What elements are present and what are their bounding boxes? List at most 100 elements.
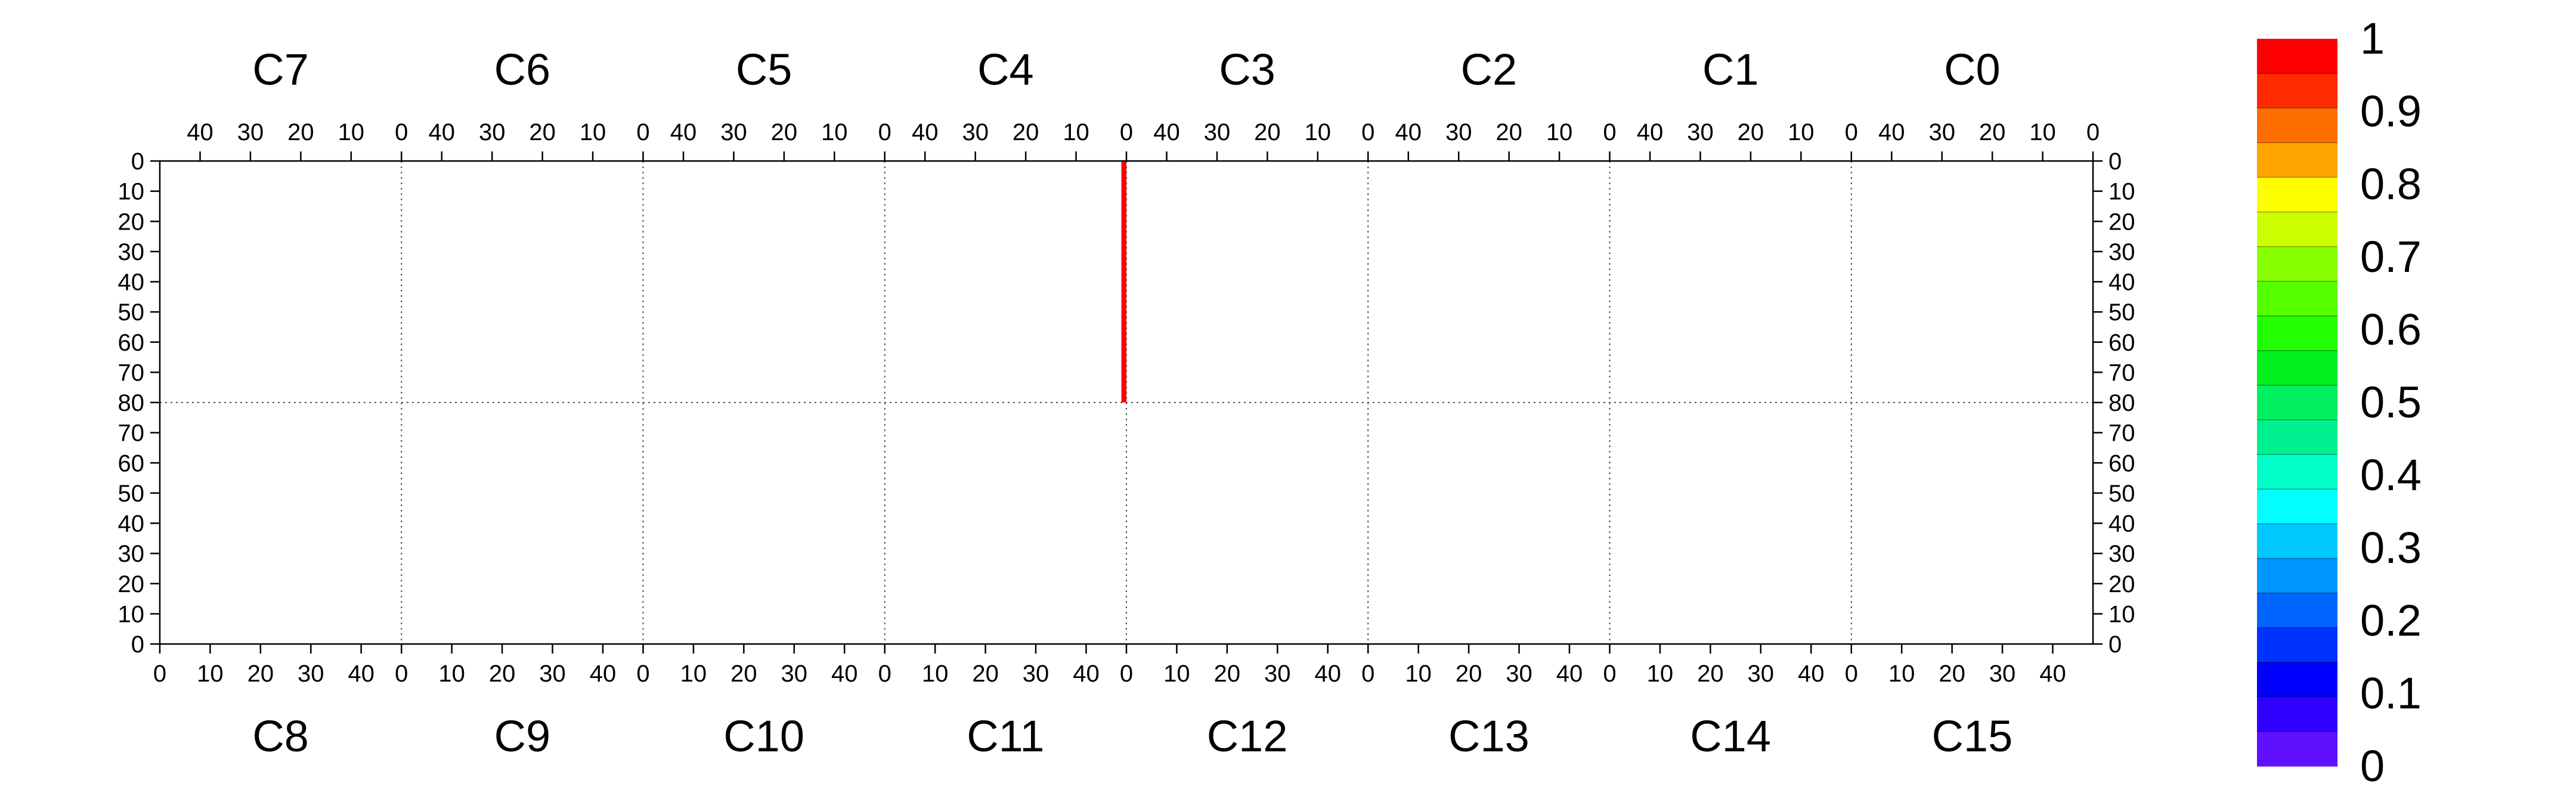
y-tick-label-left: 50 [118,299,145,326]
y-tick-label-left: 20 [118,209,145,235]
x-tick-label-top: 10 [580,119,606,145]
x-tick-label-bottom: 20 [489,661,516,687]
x-tick-label-top: 20 [1738,119,1764,145]
x-tick-label-top: 40 [1395,119,1422,145]
x-tick-label-top: 20 [771,119,798,145]
x-tick-label-top: 0 [1603,119,1616,145]
x-tick-label-top: 20 [1254,119,1281,145]
colorbar-label: 1 [2360,14,2385,63]
x-tick-label-top: 30 [1204,119,1231,145]
x-tick-label-top: 30 [962,119,989,145]
axis-labels: 40 30 20 10 0 C7 40 30 20 10 0 C6 40 30 20 10 0 C5 40 30 20 1… [118,45,2135,761]
x-tick-label-bottom: 10 [1647,661,1674,687]
panel-label-top: C0 [1944,45,2001,94]
x-tick-label-bottom: 0 [395,661,408,687]
x-tick-label-top: 30 [1687,119,1714,145]
x-tick-label-bottom: 0 [1603,661,1616,687]
axis-ticks [150,151,2103,654]
x-tick-label-bottom: 40 [1556,661,1583,687]
x-tick-label-bottom: 20 [730,661,757,687]
panel-label-top: C7 [252,45,309,94]
x-tick-label-top: 10 [2029,119,2056,145]
panel-label-bottom: C8 [252,711,309,761]
y-tick-label-left: 0 [131,631,144,658]
colorbar-segment [2257,385,2337,420]
x-tick-label-top: 0 [878,119,891,145]
data-cell [1121,161,1126,402]
panel-label-top: C4 [977,45,1034,94]
x-tick-label-bottom: 20 [1939,661,1965,687]
colorbar-segment [2257,143,2337,178]
panel-label-top: C1 [1702,45,1759,94]
y-tick-label-left: 40 [118,270,145,296]
x-tick-label-bottom: 40 [590,661,617,687]
colorbar-segment [2257,489,2337,524]
panel-label-bottom: C12 [1207,711,1288,761]
colorbar-segment [2257,454,2337,490]
x-tick-label-top: 20 [1979,119,2006,145]
x-tick-label-bottom: 0 [1120,661,1133,687]
x-tick-label-bottom: 20 [1456,661,1482,687]
x-tick-label-top: 0 [1845,119,1858,145]
y-tick-label-right: 30 [2109,541,2135,567]
x-tick-label-bottom: 0 [1845,661,1858,687]
x-tick-label-top: 40 [912,119,939,145]
colorbar-segment [2257,73,2337,109]
x-tick-label-bottom: 30 [1989,661,2016,687]
y-tick-label-left: 40 [118,511,145,537]
x-tick-label-bottom: 10 [922,661,949,687]
colorbar-label: 0.3 [2360,523,2422,572]
colorbar-segment [2257,212,2337,247]
y-tick-label-right: 50 [2109,481,2135,507]
x-tick-label-top: 0 [1361,119,1374,145]
x-tick-label-bottom: 0 [153,661,166,687]
colorbar-label: 0.9 [2360,86,2422,136]
x-tick-label-bottom: 20 [247,661,274,687]
colorbar-segment [2257,558,2337,594]
y-tick-label-left: 70 [118,420,145,447]
colorbar-label: 0 [2360,741,2385,791]
y-tick-label-right: 20 [2109,209,2135,235]
colorbar-label: 0.2 [2360,596,2422,645]
y-tick-label-left: 10 [118,601,145,627]
y-tick-label-right: 50 [2109,299,2135,326]
x-tick-label-top: 40 [187,119,213,145]
colorbar-segment [2257,39,2337,74]
y-tick-label-right: 20 [2109,571,2135,597]
data-cells [1121,161,1126,402]
y-tick-label-left: 30 [118,239,145,265]
y-tick-label-left: 0 [131,148,144,175]
x-tick-label-bottom: 40 [831,661,858,687]
x-tick-label-top: 0 [636,119,649,145]
y-tick-label-right: 10 [2109,179,2135,205]
y-tick-label-right: 60 [2109,330,2135,356]
x-tick-label-top: 10 [1546,119,1573,145]
x-tick-label-top: 10 [1305,119,1332,145]
colorbar-segment [2257,662,2337,698]
colorbar-label: 0.6 [2360,305,2422,354]
colorbar-label: 0.7 [2360,232,2422,281]
x-tick-label-bottom: 30 [298,661,324,687]
panel-label-bottom: C13 [1448,711,1530,761]
x-tick-label-bottom: 20 [972,661,999,687]
panel-label-bottom: C10 [723,711,804,761]
x-tick-label-bottom: 10 [197,661,224,687]
x-tick-label-bottom: 40 [1798,661,1825,687]
x-tick-label-top: 0 [395,119,408,145]
y-tick-label-right: 0 [2109,148,2122,175]
y-tick-label-left: 70 [118,360,145,386]
x-tick-label-bottom: 30 [1748,661,1775,687]
colorbar-segment [2257,108,2337,143]
x-tick-label-bottom: 40 [1314,661,1341,687]
x-tick-label-bottom: 30 [1023,661,1049,687]
y-tick-label-right: 40 [2109,270,2135,296]
x-tick-label-bottom: 10 [1163,661,1190,687]
colorbar-segment [2257,696,2337,732]
x-tick-label-top: 40 [1637,119,1664,145]
x-tick-label-bottom: 20 [1697,661,1724,687]
x-tick-label-bottom: 10 [1405,661,1432,687]
y-tick-label-left: 60 [118,450,145,476]
x-tick-label-top: 40 [429,119,456,145]
x-tick-label-top: 20 [1496,119,1522,145]
